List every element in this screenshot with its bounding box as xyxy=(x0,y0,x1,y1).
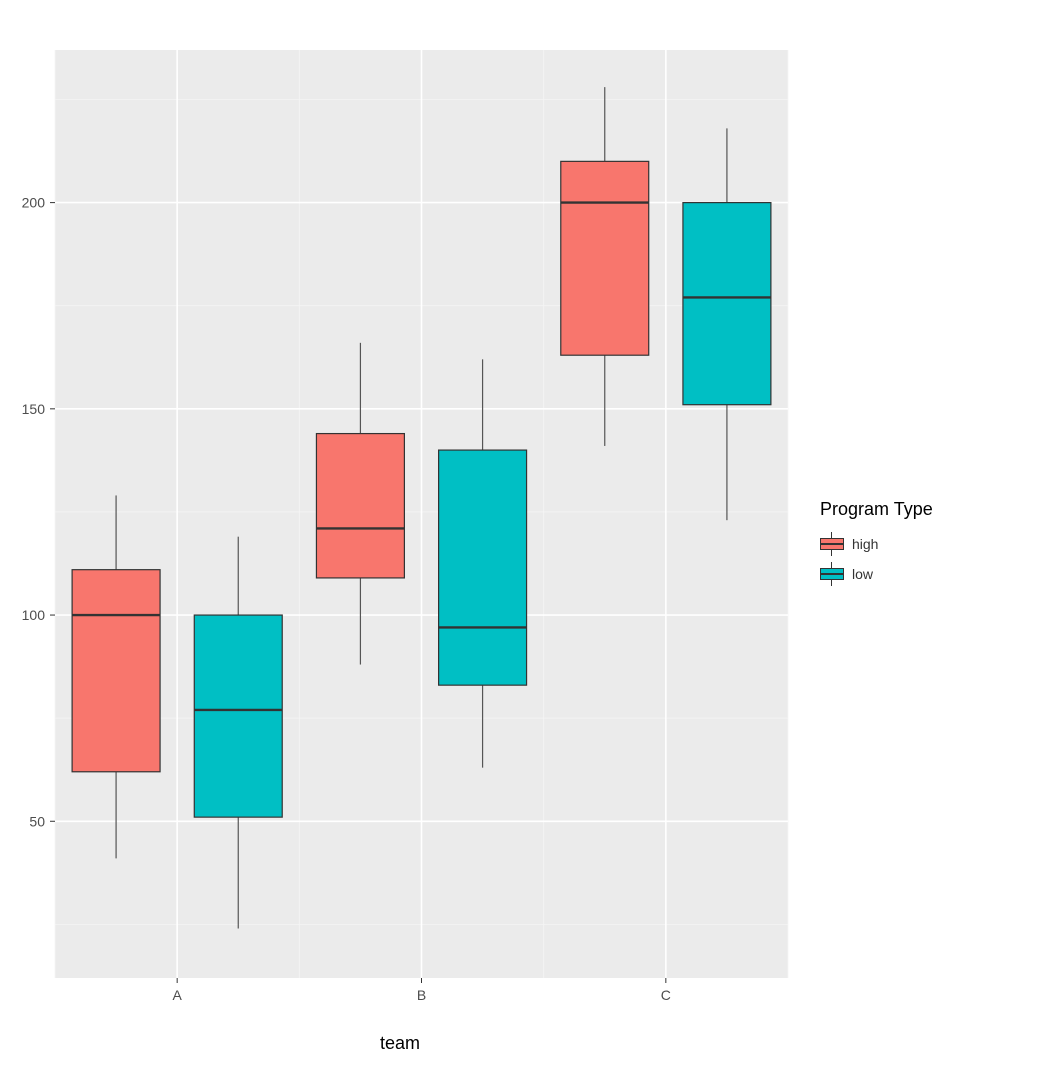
chart-container: values 50100150200ABC team Program Type … xyxy=(0,0,1060,1091)
legend-label: low xyxy=(852,566,873,582)
y-tick-label: 150 xyxy=(22,400,46,416)
box xyxy=(72,569,160,771)
box xyxy=(683,202,771,404)
x-tick-label: A xyxy=(172,987,182,1003)
y-tick-label: 200 xyxy=(22,194,46,210)
box xyxy=(561,161,649,355)
legend-title: Program Type xyxy=(820,499,933,520)
box xyxy=(194,615,282,817)
y-tick-label: 100 xyxy=(22,607,46,623)
legend-item: low xyxy=(820,562,933,586)
plot-svg: 50 100 150 200 A B C xyxy=(0,38,800,1018)
legend: Program Type high low xyxy=(820,499,933,592)
box xyxy=(316,433,404,577)
legend-item: high xyxy=(820,532,933,556)
y-tick-label: 50 xyxy=(29,813,45,829)
legend-swatch xyxy=(820,562,844,586)
x-tick-label: C xyxy=(661,987,671,1003)
plot-panel: values 50100150200ABC team xyxy=(0,38,800,1054)
x-axis-title: team xyxy=(0,1033,800,1054)
x-tick-label: B xyxy=(417,987,426,1003)
legend-label: high xyxy=(852,536,878,552)
legend-swatch xyxy=(820,532,844,556)
box xyxy=(439,450,527,685)
